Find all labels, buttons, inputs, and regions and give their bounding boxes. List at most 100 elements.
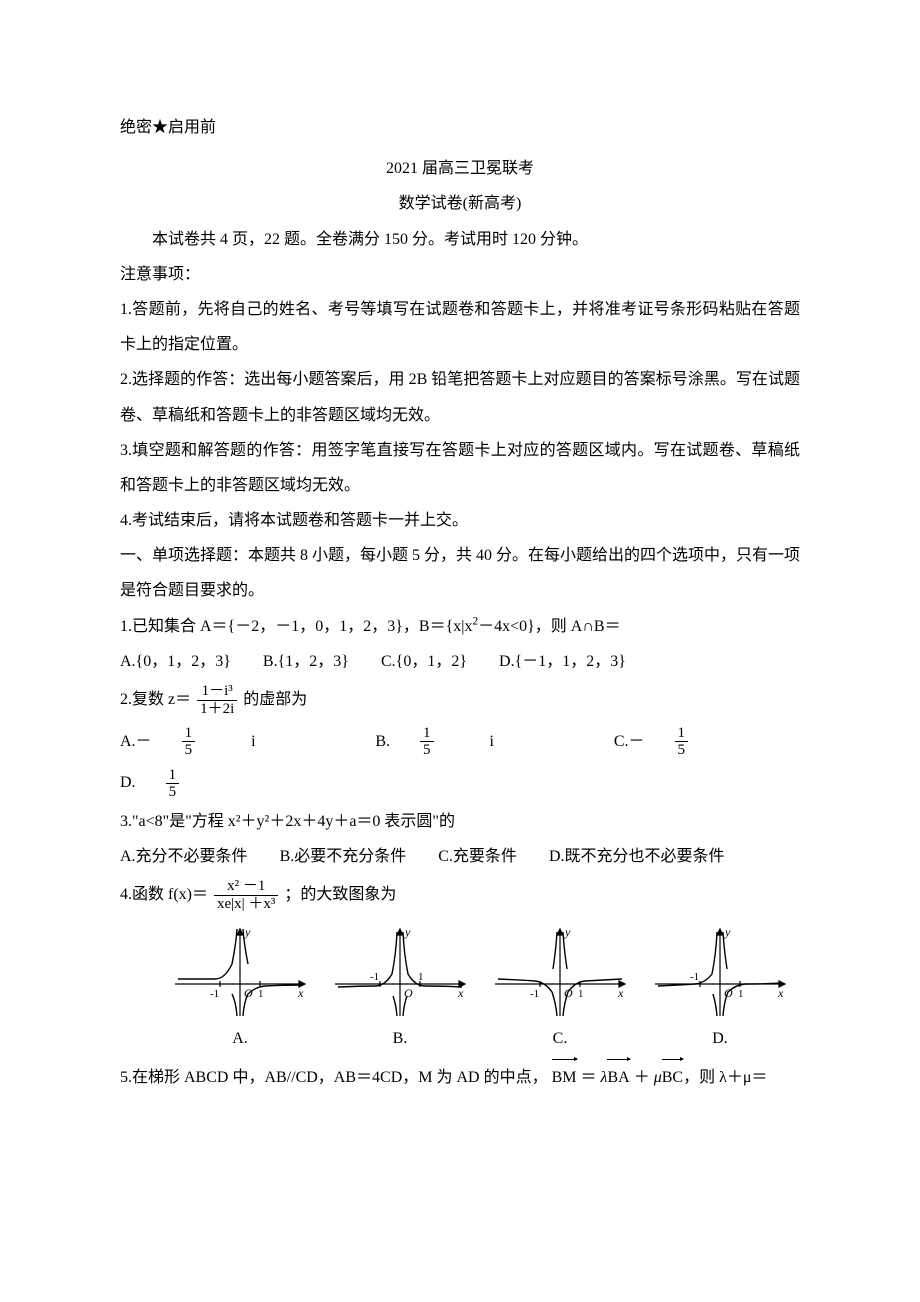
notice-heading: 注意事项： <box>120 257 800 292</box>
svg-text:x: x <box>457 986 464 1000</box>
svg-text:x: x <box>777 986 784 1000</box>
graph-label: D. <box>640 1021 800 1056</box>
svg-text:-1: -1 <box>370 971 379 983</box>
question-stem: 1.已知集合 A＝{－2，－1，0，1，2，3}，B＝{x|x2－4x<0}，则… <box>120 609 800 644</box>
option-b: B. 15 i <box>375 721 522 763</box>
question-stem: 2.复数 z＝ 1－i³ 1＋2i 的虚部为 <box>120 679 800 721</box>
question-stem: 4.函数 f(x)＝ x² －1 xe|x| ＋x³ ；的大致图象为 <box>120 874 800 916</box>
graph-label: A. <box>160 1021 320 1056</box>
opt-pre: C.－ <box>614 721 645 763</box>
notice-item: 1.答题前，先将自己的姓名、考号等填写在试题卷和答题卡上，并将准考证号条形码粘贴… <box>120 292 800 362</box>
options-row: A.{0，1，2，3} B.{1，2，3} C.{0，1，2} D.{－1，1，… <box>120 644 800 679</box>
fraction: 15 <box>420 725 462 759</box>
plus: ＋ <box>630 1069 654 1086</box>
svg-text:-1: -1 <box>690 971 699 983</box>
vector-ba: BA <box>607 1060 629 1095</box>
question-stem: 3."a<8"是"方程 x²＋y²＋2x＋4y＋a＝0 表示圆"的 <box>120 804 800 839</box>
lambda: λ <box>601 1069 608 1086</box>
q1-stem-a: 1.已知集合 A＝{－2，－1，0，1，2，3}，B＝{x|x <box>120 618 472 635</box>
svg-text:y: y <box>564 925 571 939</box>
q2-post: 的虚部为 <box>243 691 307 708</box>
q5-pre: 5.在梯形 ABCD 中，AB//CD，AB＝4CD，M 为 AD 的中点， <box>120 1069 548 1086</box>
notice-item: 3.填空题和解答题的作答：用签字笔直接写在答题卡上对应的答题区域内。写在试题卷、… <box>120 433 800 503</box>
fraction: x² －1 xe|x| ＋x³ <box>214 878 278 912</box>
svg-text:x: x <box>617 986 624 1000</box>
graph-option-b: y x O -1 1 B. <box>320 924 480 1056</box>
options-row: A.充分不必要条件 B.必要不充分条件 C.充要条件 D.既不充分也不必要条件 <box>120 839 800 874</box>
paper-title: 数学试卷(新高考) <box>120 186 800 221</box>
function-graph-icon: y x O -1 1 <box>650 924 790 1019</box>
option-a: A.充分不必要条件 <box>120 839 248 874</box>
fraction-denominator: 5 <box>182 742 196 759</box>
fraction: 15 <box>675 725 717 759</box>
graph-option-d: y x O -1 1 D. <box>640 924 800 1056</box>
svg-text:-1: -1 <box>530 988 539 1000</box>
option-a: A.{0，1，2，3} <box>120 644 231 679</box>
function-graph-icon: y x O -1 1 <box>330 924 470 1019</box>
section-heading: 一、单项选择题：本题共 8 小题，每小题 5 分，共 40 分。在每小题给出的四… <box>120 538 800 608</box>
option-d: D.{－1，1，2，3} <box>499 644 626 679</box>
fraction: 15 <box>166 767 208 801</box>
svg-text:1: 1 <box>578 988 584 1000</box>
svg-text:1: 1 <box>258 988 264 1000</box>
option-a: A.－ 15 i <box>120 721 284 763</box>
fraction: 1－i³ 1＋2i <box>197 683 237 717</box>
fraction-denominator: 5 <box>675 742 689 759</box>
graph-options-row: y x O -1 1 A. y x O -1 1 B <box>160 924 800 1056</box>
graph-option-c: y x O -1 1 C. <box>480 924 640 1056</box>
intro-text: 本试卷共 4 页，22 题。全卷满分 150 分。考试用时 120 分钟。 <box>120 222 800 257</box>
svg-text:O: O <box>244 986 253 1000</box>
opt-post: i <box>251 721 255 763</box>
graph-option-a: y x O -1 1 A. <box>160 924 320 1056</box>
graph-label: B. <box>320 1021 480 1056</box>
option-d: D. 15 <box>120 762 263 804</box>
svg-text:y: y <box>724 925 731 939</box>
fraction-denominator: 5 <box>166 784 180 801</box>
opt-post: i <box>490 721 494 763</box>
svg-text:y: y <box>244 925 251 939</box>
option-b: B.必要不充分条件 <box>280 839 407 874</box>
q1-stem-b: －4x<0}，则 A∩B＝ <box>478 618 621 635</box>
exam-title: 2021 届高三卫冕联考 <box>120 151 800 186</box>
question-stem: 5.在梯形 ABCD 中，AB//CD，AB＝4CD，M 为 AD 的中点， B… <box>120 1060 800 1095</box>
opt-pre: D. <box>120 762 136 804</box>
option-c: C.充要条件 <box>438 839 517 874</box>
q4-pre: 4.函数 f(x)＝ <box>120 886 208 903</box>
fraction: 15 <box>182 725 224 759</box>
notice-item: 2.选择题的作答：选出每小题答案后，用 2B 铅笔把答题卡上对应题目的答案标号涂… <box>120 362 800 432</box>
opt-pre: A.－ <box>120 721 152 763</box>
equals: ＝ <box>577 1069 601 1086</box>
function-graph-icon: y x O -1 1 <box>490 924 630 1019</box>
fraction-denominator: 1＋2i <box>197 701 237 718</box>
svg-text:1: 1 <box>738 988 744 1000</box>
fraction-numerator: 1－i³ <box>197 683 237 701</box>
option-b: B.{1，2，3} <box>263 644 349 679</box>
svg-text:-1: -1 <box>210 988 219 1000</box>
option-c: C.－ 15 <box>614 721 772 763</box>
fraction-denominator: 5 <box>420 742 434 759</box>
svg-text:O: O <box>564 986 573 1000</box>
notice-item: 4.考试结束后，请将本试题卷和答题卡一并上交。 <box>120 503 800 538</box>
vector-bc: BC <box>662 1060 683 1095</box>
fraction-denominator: xe|x| ＋x³ <box>214 896 278 913</box>
fraction-numerator: x² －1 <box>214 878 278 896</box>
option-d: D.既不充分也不必要条件 <box>549 839 725 874</box>
classification-label: 绝密★启用前 <box>120 110 800 145</box>
function-graph-icon: y x O -1 1 <box>170 924 310 1019</box>
mu: μ <box>654 1069 662 1086</box>
fraction-numerator: 1 <box>166 767 180 785</box>
fraction-numerator: 1 <box>182 725 196 743</box>
svg-text:1: 1 <box>418 971 424 983</box>
svg-text:O: O <box>404 986 413 1000</box>
q5-post: ，则 λ＋μ＝ <box>683 1069 767 1086</box>
svg-text:x: x <box>297 986 304 1000</box>
q2-pre: 2.复数 z＝ <box>120 691 191 708</box>
svg-text:O: O <box>724 986 733 1000</box>
graph-label: C. <box>480 1021 640 1056</box>
option-c: C.{0，1，2} <box>381 644 467 679</box>
opt-pre: B. <box>375 721 390 763</box>
options-row: A.－15 i B.15 i C.－15 D.15 <box>120 721 800 804</box>
svg-text:y: y <box>404 925 411 939</box>
q4-post: ；的大致图象为 <box>284 886 396 903</box>
fraction-numerator: 1 <box>675 725 689 743</box>
